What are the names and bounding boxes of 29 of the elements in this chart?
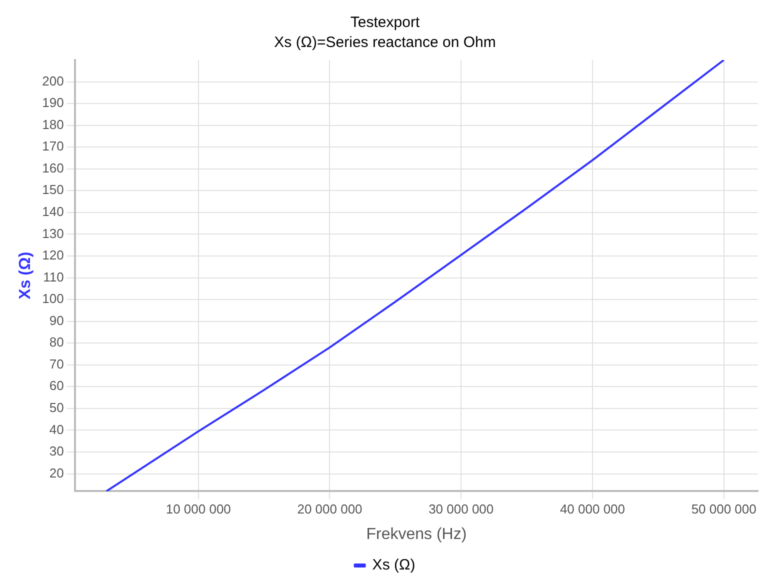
x-tick-label: 40 000 000 — [560, 502, 626, 517]
y-tick-label: 160 — [42, 160, 64, 176]
y-tick-label: 200 — [42, 73, 64, 88]
y-tick-label: 170 — [42, 138, 64, 154]
y-tick-label: 70 — [49, 356, 64, 372]
y-tick-label: 20 — [49, 465, 64, 480]
x-tick-label: 10 000 000 — [166, 502, 231, 517]
y-tick-label: 30 — [49, 444, 64, 459]
y-tick-label: 120 — [42, 248, 64, 263]
x-tick-label: 20 000 000 — [297, 502, 362, 517]
y-axis-title: Xs (Ω) — [17, 252, 34, 300]
y-tick-label: 130 — [42, 226, 64, 241]
y-tick-label: 100 — [42, 291, 64, 306]
y-tick-label: 60 — [49, 378, 64, 394]
y-tick-label: 40 — [49, 422, 64, 437]
legend-label: Xs (Ω) — [372, 556, 416, 574]
x-axis-title: Frekvens (Hz) — [366, 526, 467, 543]
chart-subtitle: Xs (Ω)=Series reactance on Ohm — [274, 34, 496, 52]
x-tick-label: 30 000 000 — [428, 502, 494, 517]
y-tick-label: 90 — [49, 312, 64, 328]
y-tick-label: 110 — [43, 269, 64, 284]
y-tick-label: 140 — [42, 204, 64, 220]
y-tick-label: 180 — [42, 116, 64, 132]
y-tick-label: 190 — [42, 95, 64, 110]
y-tick-label: 50 — [49, 400, 64, 416]
x-tick-label: 50 000 000 — [691, 502, 756, 517]
y-tick-label: 80 — [49, 334, 64, 350]
y-tick-label: 150 — [42, 182, 64, 198]
chart-title: Testexport — [350, 14, 420, 32]
